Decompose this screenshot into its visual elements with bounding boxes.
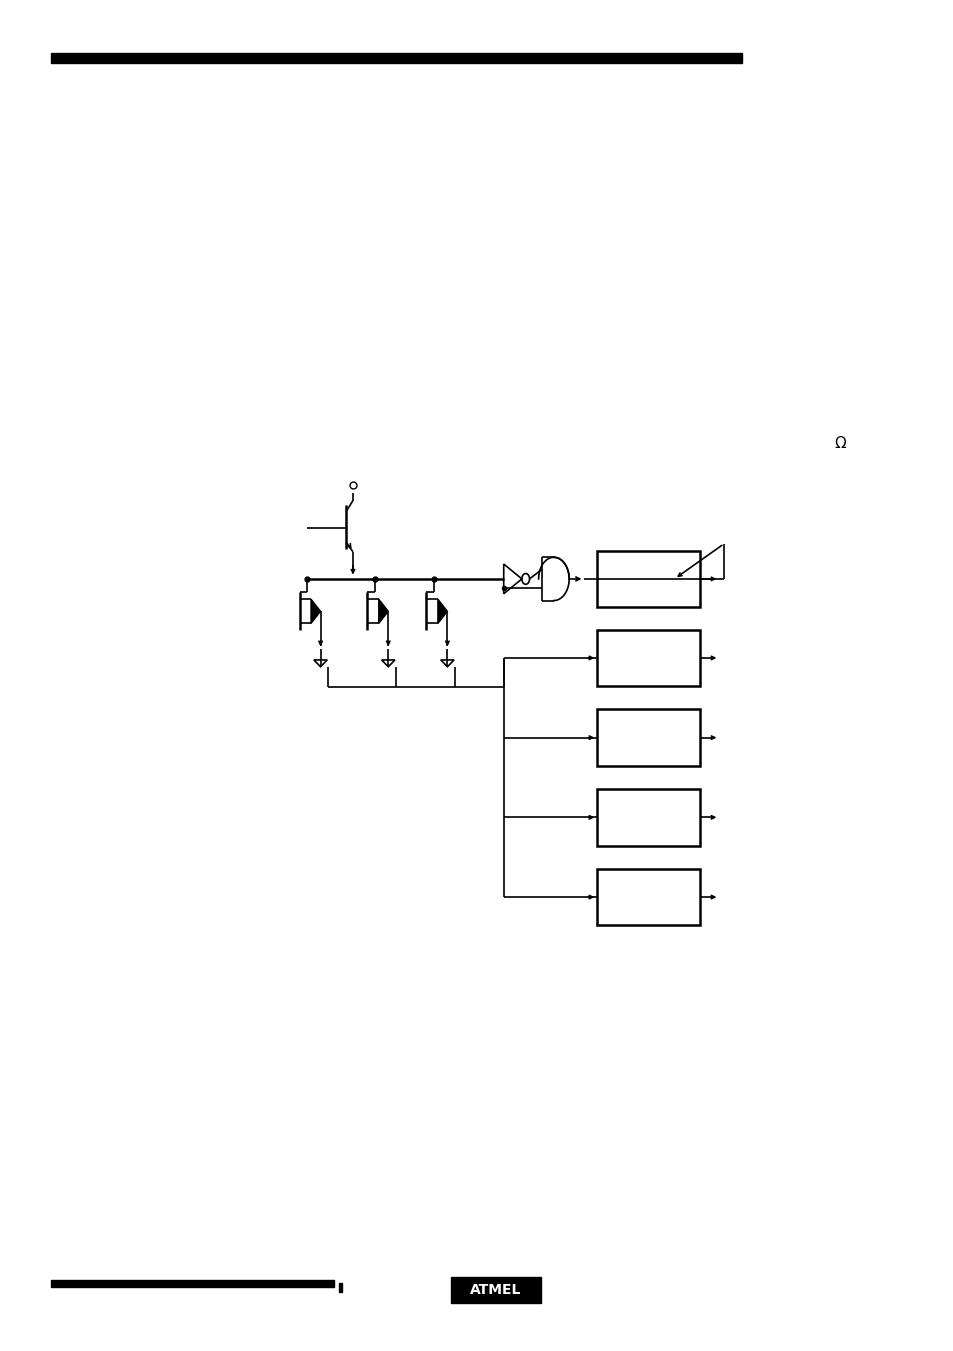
Bar — [597, 630, 700, 686]
Bar — [338, 1283, 341, 1292]
Bar — [597, 789, 700, 846]
Bar — [51, 1281, 334, 1286]
Bar — [597, 709, 700, 766]
Polygon shape — [437, 600, 447, 624]
Bar — [451, 1277, 541, 1302]
Bar — [597, 869, 700, 925]
Bar — [51, 53, 741, 63]
Text: ®: ® — [531, 1293, 537, 1300]
Bar — [597, 551, 700, 608]
Text: $\Omega$: $\Omega$ — [833, 435, 846, 451]
Polygon shape — [378, 600, 388, 624]
Polygon shape — [311, 600, 320, 624]
Text: ATMEL: ATMEL — [470, 1283, 521, 1297]
